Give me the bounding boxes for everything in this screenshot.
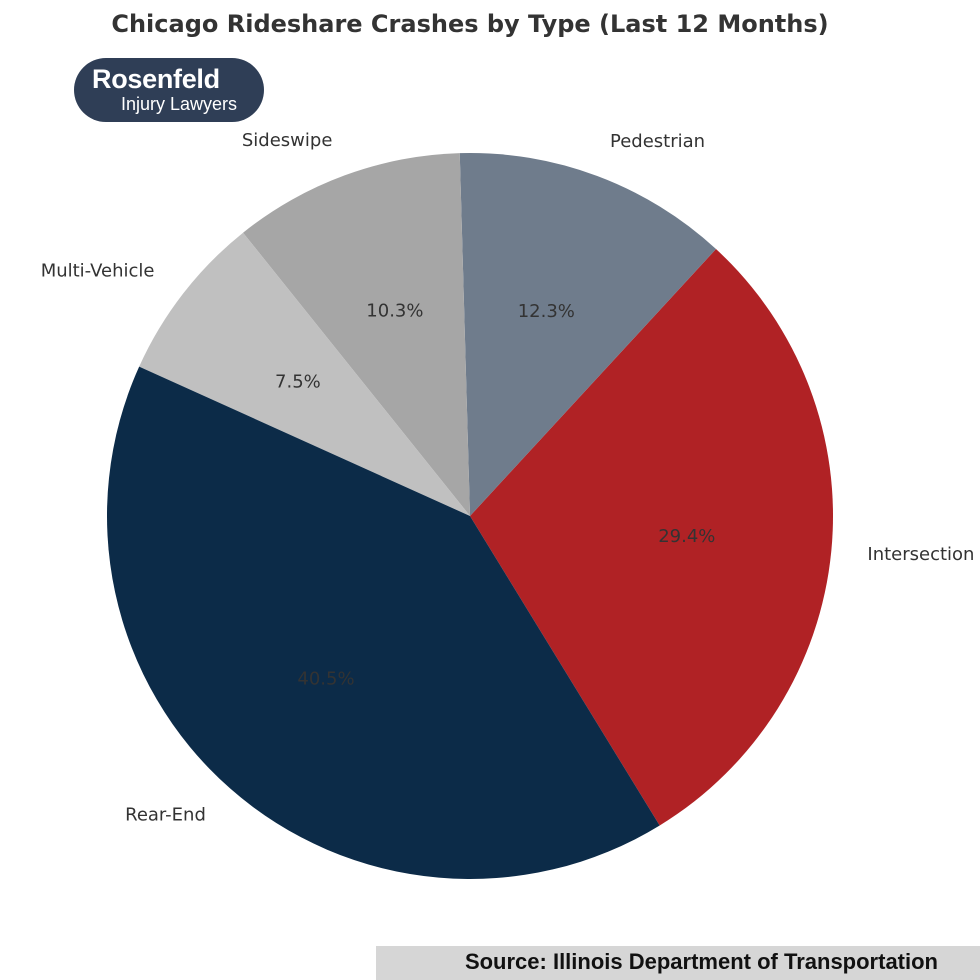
pie-slice-rear-end	[106, 366, 660, 880]
source-text: Source: Illinois Department of Transport…	[464, 949, 938, 974]
pie-pct-label-pedestrian: 12.3%	[518, 301, 575, 322]
pie-category-label-intersection: Intersection	[867, 544, 974, 565]
rosenfeld-logo: Rosenfeld Injury Lawyers	[74, 58, 264, 122]
pie-slice-multi-vehicle	[139, 232, 470, 516]
pie-category-label-rear-end: Rear-End	[125, 805, 206, 826]
pie-pct-label-intersection: 29.4%	[658, 526, 715, 547]
pie-slice-sideswipe	[243, 153, 470, 516]
pie-category-label-sideswipe: Sideswipe	[242, 130, 333, 151]
pie-category-label-pedestrian: Pedestrian	[610, 131, 705, 152]
logo-name: Rosenfeld	[92, 64, 220, 94]
pie-slice-pedestrian	[459, 153, 716, 516]
pie-slice-intersection	[470, 249, 834, 826]
pie-pct-label-multi-vehicle: 7.5%	[275, 372, 321, 393]
pie-category-label-multi-vehicle: Multi-Vehicle	[41, 260, 155, 281]
chart-title: Chicago Rideshare Crashes by Type (Last …	[111, 10, 829, 38]
source-banner: Source: Illinois Department of Transport…	[376, 946, 980, 980]
pie-pct-label-sideswipe: 10.3%	[366, 301, 423, 322]
pie-pct-label-rear-end: 40.5%	[297, 668, 354, 689]
logo-tagline: Injury Lawyers	[121, 94, 238, 114]
